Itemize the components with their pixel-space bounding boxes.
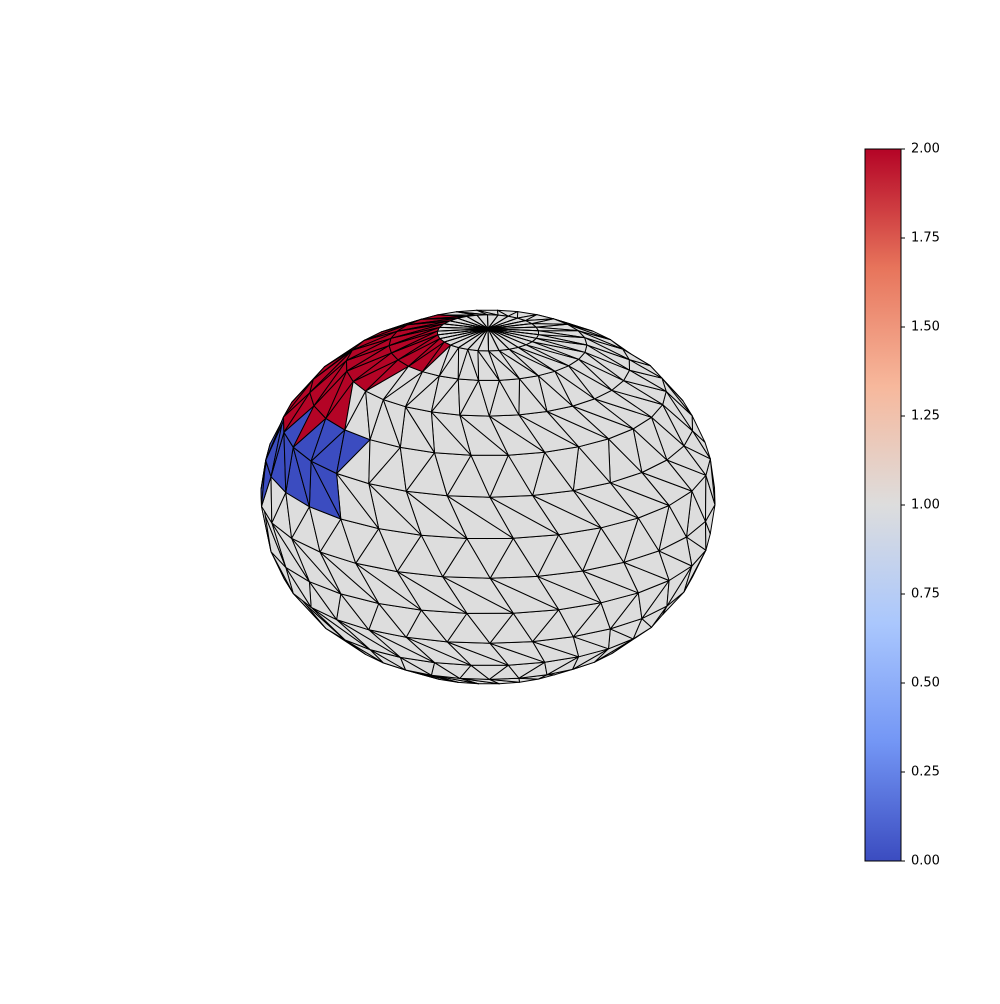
colorbar-tick-label: 0.50 [911,676,940,691]
colorbar-tick-label: 2.00 [911,142,940,157]
colorbar-tick-label: 1.75 [911,231,940,246]
colorbar-tick-label: 0.25 [911,765,940,780]
colorbar-tick-label: 1.00 [911,498,940,513]
colorbar-tick-label: 1.50 [911,320,940,335]
mesh-face [683,549,707,593]
colorbar-tick-label: 1.25 [911,409,940,424]
mesh-face [487,328,539,336]
colorbar-tick-label: 0.75 [911,587,940,602]
mesh-face [487,328,489,352]
colorbar [864,148,902,862]
colorbar-tick-label: 0.00 [911,854,940,869]
sphere-mesh [260,309,716,685]
mesh-face [487,314,489,330]
